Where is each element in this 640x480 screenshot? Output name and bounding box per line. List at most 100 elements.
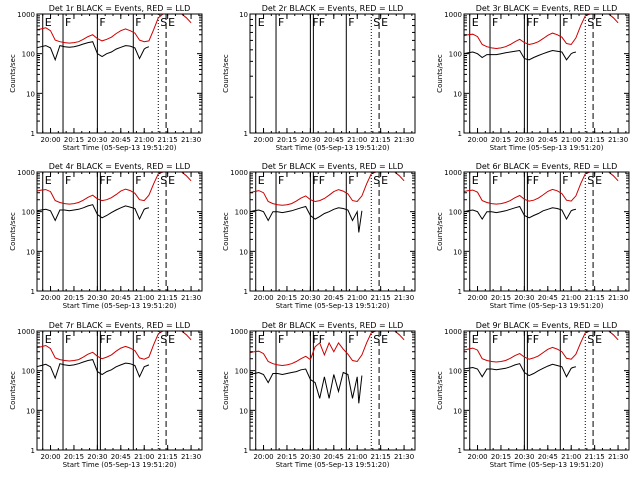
flag-label: S (587, 333, 594, 346)
plot-frame (463, 13, 630, 134)
x-tick-label: 20:45 (324, 294, 344, 302)
flag-label: FF (99, 174, 112, 187)
panel-title: Det 2r BLACK = Events, RED = LLD (262, 4, 404, 13)
y-axis-label: Counts/sec (436, 371, 444, 410)
x-tick-label: 20:45 (324, 453, 344, 461)
y-tick-label: 10 (26, 248, 35, 256)
y-tick-label: 1000 (17, 328, 35, 336)
panel-title: Det 8r BLACK = Events, RED = LLD (262, 321, 404, 330)
y-axis-label: Counts/sec (9, 54, 17, 93)
x-tick-label: 20:45 (538, 136, 558, 144)
events-series-line (464, 49, 577, 61)
x-tick-label: 20:00 (253, 453, 273, 461)
y-tick-label: 10 (239, 248, 248, 256)
x-tick-label: 21:15 (371, 294, 391, 302)
y-tick-label: 1 (244, 447, 248, 455)
lld-series-line (37, 14, 192, 44)
y-tick-label: 10 (26, 407, 35, 415)
y-tick-label: 100 (22, 368, 35, 376)
panel-title: Det 6r BLACK = Events, RED = LLD (476, 162, 618, 171)
flag-label: E (258, 333, 265, 346)
series-group (37, 172, 192, 222)
x-tick-label: 20:15 (277, 136, 297, 144)
x-tick-label: 20:45 (538, 294, 558, 302)
x-tick-label: 20:00 (467, 136, 487, 144)
flag-label: F (135, 16, 141, 29)
flag-label: E (258, 16, 265, 29)
x-tick-label: 20:45 (111, 136, 131, 144)
series-group (37, 14, 192, 62)
x-tick-label: 20:00 (253, 294, 273, 302)
y-tick-label: 100 (449, 368, 462, 376)
flag-label: FF (99, 333, 112, 346)
x-tick-label: 21:00 (134, 294, 154, 302)
flag-label: S (160, 174, 167, 187)
flag-label: F (278, 333, 284, 346)
x-axis-label: Start Time (05-Sep-13 19:51:20) (63, 461, 177, 469)
flag-label: E (381, 16, 388, 29)
flag-label: FF (312, 174, 325, 187)
flag-lines (255, 14, 380, 133)
flag-label: E (595, 16, 602, 29)
plot-frame (36, 171, 203, 292)
flag-label: F (65, 174, 71, 187)
flag-label: FF (312, 333, 325, 346)
y-tick-label: 1 (244, 130, 248, 138)
series-group (464, 331, 619, 378)
y-tick-label: 1 (458, 130, 462, 138)
x-tick-label: 20:15 (64, 294, 84, 302)
x-tick-label: 20:00 (40, 136, 60, 144)
series-group (464, 172, 619, 221)
events-series-line (250, 368, 363, 404)
y-tick-label: 10 (453, 407, 462, 415)
flag-label: E (258, 174, 265, 187)
plot-frame (463, 330, 630, 451)
flag-lines (42, 331, 167, 450)
x-tick-label: 20:45 (538, 453, 558, 461)
panel-title: Det 4r BLACK = Events, RED = LLD (49, 162, 191, 171)
x-tick-label: 21:00 (561, 294, 581, 302)
flag-label: S (373, 16, 380, 29)
y-tick-label: 100 (449, 209, 462, 217)
x-tick-label: 21:00 (561, 453, 581, 461)
x-tick-label: 20:45 (324, 136, 344, 144)
lld-series-line (250, 172, 405, 206)
lld-series-line (37, 172, 192, 205)
y-axis-label: Counts/sec (222, 212, 230, 251)
flag-label: F (492, 16, 498, 29)
events-series-line (250, 205, 363, 233)
x-axis-label: Start Time (05-Sep-13 19:51:20) (63, 302, 177, 310)
flag-lines (469, 331, 594, 450)
y-tick-label: 1000 (17, 169, 35, 177)
x-tick-label: 20:00 (253, 136, 273, 144)
y-tick-label: 1 (31, 447, 35, 455)
flag-label: FF (312, 16, 325, 29)
y-tick-label: 100 (235, 368, 248, 376)
x-tick-label: 21:15 (371, 453, 391, 461)
flag-label: F (65, 16, 71, 29)
y-tick-label: 10 (453, 90, 462, 98)
flag-label: S (587, 174, 594, 187)
x-tick-label: 20:15 (491, 136, 511, 144)
flag-label: F (135, 333, 141, 346)
flag-lines (255, 331, 380, 450)
x-tick-label: 21:30 (394, 136, 414, 144)
flag-label: E (381, 333, 388, 346)
x-tick-label: 21:15 (158, 453, 178, 461)
y-tick-label: 1000 (444, 169, 462, 177)
panel-title: Det 9r BLACK = Events, RED = LLD (476, 321, 618, 330)
y-tick-label: 1 (244, 288, 248, 296)
y-tick-label: 10 (239, 11, 248, 19)
flag-label: E (472, 174, 479, 187)
flag-label: E (168, 174, 175, 187)
y-tick-label: 1000 (230, 169, 248, 177)
series-group (37, 331, 192, 380)
series-group (464, 14, 619, 61)
x-tick-label: 21:00 (134, 136, 154, 144)
